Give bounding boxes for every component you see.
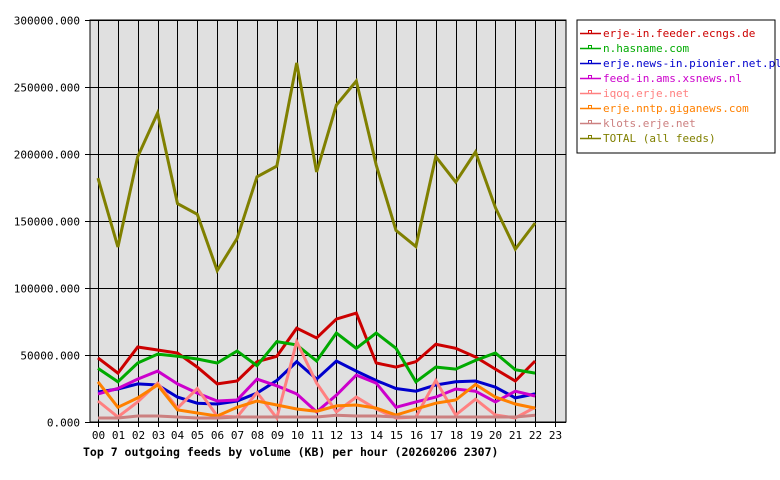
legend-item: TOTAL (all feeds) bbox=[580, 132, 716, 145]
series-lines bbox=[96, 62, 537, 422]
x-tick-label: 00 bbox=[92, 429, 105, 442]
x-tick-label: 06 bbox=[211, 429, 224, 442]
x-axis-ticks: 00 01 02 03 04 05 06 07 08 09 10 11 12 13 14 15 16 17 18 19… bbox=[92, 429, 562, 442]
series-line-5 bbox=[96, 380, 536, 418]
legend-label: erje.nntp.giganews.com bbox=[603, 102, 749, 115]
y-tick-label: 150000.000 bbox=[14, 216, 80, 229]
legend-item: feed-in.ams.xsnews.nl bbox=[580, 72, 742, 85]
legend-marker-icon bbox=[588, 120, 592, 124]
x-tick-label: 20 bbox=[489, 429, 502, 442]
grid-lines bbox=[85, 20, 566, 427]
x-tick-label: 18 bbox=[450, 429, 463, 442]
legend-marker-icon bbox=[588, 30, 592, 34]
legend-item: n.hasname.com bbox=[580, 42, 689, 55]
x-tick-label: 11 bbox=[311, 429, 324, 442]
legend-marker-icon bbox=[588, 90, 592, 94]
x-tick-label: 03 bbox=[152, 429, 165, 442]
legend-label: klots.erje.net bbox=[603, 117, 696, 130]
x-tick-label: 17 bbox=[430, 429, 443, 442]
series-line-1 bbox=[97, 330, 536, 384]
legend-label: iqoq.erje.net bbox=[603, 87, 689, 100]
x-tick-label: 13 bbox=[350, 429, 363, 442]
y-tick-label: 100000.000 bbox=[14, 283, 80, 296]
x-tick-label: 07 bbox=[231, 429, 244, 442]
x-tick-label: 12 bbox=[330, 429, 343, 442]
legend-label: feed-in.ams.xsnews.nl bbox=[603, 72, 742, 85]
x-tick-label: 21 bbox=[509, 429, 522, 442]
legend-item: iqoq.erje.net bbox=[580, 87, 689, 100]
x-tick-label: 04 bbox=[171, 429, 185, 442]
legend-item: erje.nntp.giganews.com bbox=[580, 102, 749, 115]
legend-label: TOTAL (all feeds) bbox=[603, 132, 716, 145]
legend-marker-icon bbox=[588, 105, 592, 109]
legend-label: erje-in.feeder.ecngs.de bbox=[603, 27, 755, 40]
legend-label: erje.news-in.pionier.net.pl bbox=[603, 57, 780, 70]
x-tick-label: 05 bbox=[191, 429, 204, 442]
legend-item: erje-in.feeder.ecngs.de bbox=[580, 27, 755, 40]
y-tick-label: 0.000 bbox=[47, 417, 80, 430]
legend-marker-icon bbox=[588, 45, 592, 49]
legend-item: klots.erje.net bbox=[580, 117, 696, 130]
y-tick-label: 250000.000 bbox=[14, 82, 80, 95]
series-line-6 bbox=[98, 413, 536, 420]
x-tick-label: 01 bbox=[112, 429, 125, 442]
legend-marker-icon bbox=[588, 75, 592, 79]
x-tick-label: 09 bbox=[271, 429, 284, 442]
x-tick-label: 23 bbox=[549, 429, 562, 442]
legend-label: n.hasname.com bbox=[603, 42, 689, 55]
legend-marker-icon bbox=[588, 135, 592, 139]
plot-border bbox=[89, 19, 567, 423]
x-tick-label: 22 bbox=[529, 429, 542, 442]
chart-title: Top 7 outgoing feeds by volume (KB) per … bbox=[83, 445, 498, 459]
x-tick-label: 02 bbox=[132, 429, 145, 442]
series-line-7 bbox=[96, 62, 537, 275]
legend-marker-icon bbox=[588, 60, 592, 64]
x-tick-label: 16 bbox=[410, 429, 423, 442]
legend-box bbox=[576, 19, 776, 154]
legend: erje-in.feeder.ecngs.de n.hasname.com erje… bbox=[576, 19, 780, 154]
y-axis-ticks: 0.000 50000.000 100000.000 150000.000 200000… bbox=[14, 15, 80, 430]
x-tick-label: 19 bbox=[470, 429, 483, 442]
series-line-0 bbox=[97, 311, 537, 386]
legend-item: erje.news-in.pionier.net.pl bbox=[580, 57, 780, 70]
series-line-2 bbox=[97, 359, 536, 406]
x-tick-label: 14 bbox=[370, 429, 384, 442]
x-tick-label: 08 bbox=[251, 429, 264, 442]
x-tick-label: 10 bbox=[291, 429, 304, 442]
y-tick-label: 50000.000 bbox=[20, 350, 80, 363]
y-tick-label: 300000.000 bbox=[14, 15, 80, 28]
y-tick-label: 200000.000 bbox=[14, 149, 80, 162]
x-tick-label: 15 bbox=[390, 429, 403, 442]
